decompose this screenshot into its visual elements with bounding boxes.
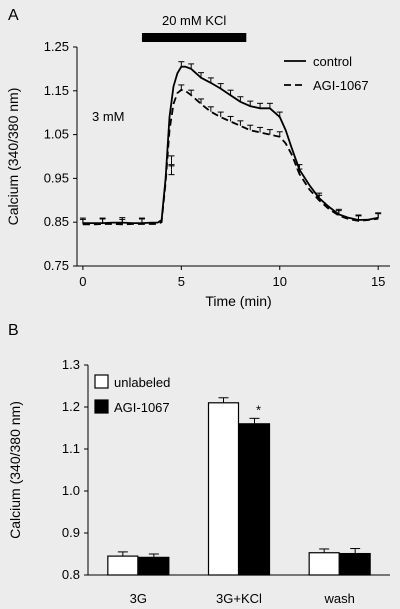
b-legend-swatch [94, 399, 109, 414]
b-y-tick-label: 1.2 [62, 399, 80, 414]
concentration-annotation: 3 mM [92, 109, 125, 124]
a-y-tick-label: 0.85 [44, 214, 69, 229]
a-x-tick-label: 0 [79, 274, 86, 289]
b-y-tick-label: 0.9 [62, 525, 80, 540]
b-y-tick-label: 0.8 [62, 567, 80, 582]
b-bar [207, 402, 240, 576]
a-y-axis-label: Calcium (340/380 nm) [5, 88, 21, 226]
b-legend-swatch [94, 374, 109, 389]
panel-b-letter: B [8, 322, 19, 339]
b-x-tick-label: 3G [130, 591, 147, 606]
a-x-axis-label: Time (min) [205, 293, 271, 309]
significance-marker: * [256, 402, 261, 417]
b-legend-label: AGI-1067 [114, 400, 170, 415]
b-y-tick-label: 1.0 [62, 483, 80, 498]
a-legend-label: AGI-1067 [313, 78, 369, 93]
a-legend-label: control [313, 54, 352, 69]
b-y-axis-label: Calcium (340/380 nm) [7, 401, 23, 539]
b-bar [339, 552, 371, 576]
chart-a: 0.75 0.85 0.95 1.05 1.15 1.25 0 5 10 15 Time (min)… [5, 13, 390, 309]
a-x-tick-label: 15 [371, 274, 385, 289]
kcl-stimulus-bar [141, 33, 247, 42]
b-x-tick-label: wash [323, 591, 354, 606]
kcl-stimulus-label: 20 mM KCl [162, 13, 226, 28]
a-y-tick-label: 0.75 [44, 258, 69, 273]
panel-a-letter: A [8, 7, 19, 24]
b-x-tick-label: 3G+KCl [216, 591, 262, 606]
a-y-tick-label: 1.15 [44, 83, 69, 98]
a-y-tick-label: 1.25 [44, 39, 69, 54]
a-series-line-1 [82, 88, 379, 226]
chart-b: 0.8 0.9 1.0 1.1 1.2 1.3 Calcium (340/380 nm) 3G… [7, 357, 390, 606]
b-y-tick-label: 1.1 [62, 441, 80, 456]
a-x-tick-label: 10 [273, 274, 287, 289]
b-bar [308, 552, 340, 576]
b-y-tick-label: 1.3 [62, 357, 80, 372]
b-legend-label: unlabeled [114, 375, 170, 390]
a-y-tick-label: 0.95 [44, 170, 69, 185]
a-x-tick-label: 5 [178, 274, 185, 289]
b-bar [238, 423, 271, 576]
b-bar [138, 556, 170, 576]
a-y-tick-label: 1.05 [44, 127, 69, 142]
b-bar [107, 555, 139, 576]
